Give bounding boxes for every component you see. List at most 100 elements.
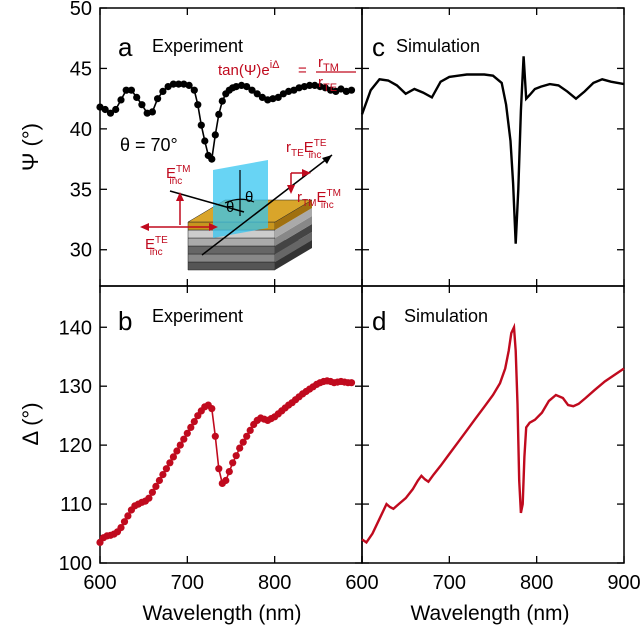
series-line [99, 380, 352, 543]
r-tm-arrow [287, 185, 295, 194]
panel-d-frame [361, 285, 625, 564]
y-tick-label: 100 [59, 553, 92, 575]
x-tick-label: 800 [520, 572, 553, 594]
y-tick-label: 40 [70, 119, 92, 141]
formula-den-sub: TE [323, 82, 337, 94]
data-point [194, 101, 202, 109]
data-point [246, 426, 254, 434]
data-point [127, 86, 135, 94]
panel-a-title: Experiment [152, 36, 243, 56]
r-te-sub2: inc [309, 150, 322, 161]
data-point [159, 471, 167, 479]
e-te-label: E [145, 236, 155, 253]
data-point [138, 101, 146, 109]
data-point [124, 512, 132, 520]
e-te-sup: TE [155, 235, 168, 246]
data-point [218, 97, 226, 105]
r-te-e: E [304, 139, 314, 156]
data-point [215, 465, 223, 473]
reflected-ray [201, 154, 333, 256]
y-tick-label: 30 [70, 240, 92, 262]
y-tick-label: 50 [70, 0, 92, 20]
data-point [154, 95, 162, 103]
data-point [243, 432, 251, 440]
data-point [117, 524, 125, 532]
data-point [159, 87, 167, 95]
r-te-label: r [286, 139, 291, 156]
data-point [106, 109, 115, 117]
data-point [145, 494, 153, 502]
svg-text:tan(Ψ)eiΔ: tan(Ψ)eiΔ [218, 59, 280, 79]
e-te-arrow-left [140, 223, 149, 231]
panel-d-marks [361, 322, 625, 545]
r-te-sub: TE [291, 148, 304, 159]
svg-text:rTM: rTM [318, 54, 339, 74]
formula-den: r [318, 74, 323, 91]
e-tm-label: E [166, 165, 176, 182]
r-te-arrow [302, 169, 311, 177]
panel-d-ticks: 600 700 800 900 [345, 286, 641, 594]
data-point [222, 476, 230, 485]
data-point [201, 137, 209, 145]
r-tm-e: E [316, 189, 326, 206]
data-point [180, 435, 188, 443]
data-point [347, 379, 356, 387]
panel-d-letter: d [372, 306, 386, 336]
formula-lhs: tan(Ψ)e [218, 62, 270, 79]
data-point [162, 465, 170, 473]
r-te-sup: TE [314, 138, 327, 149]
panel-b-letter: b [118, 306, 132, 336]
series-line [361, 322, 625, 545]
data-point [173, 447, 181, 455]
x-tick-label: 700 [433, 572, 466, 594]
formula-lhs-sup: iΔ [270, 59, 280, 71]
data-point [347, 86, 356, 94]
data-point [175, 80, 183, 88]
r-tm-sub: TM [302, 198, 316, 209]
data-point [211, 131, 219, 139]
data-point [215, 110, 223, 118]
psi-axis-label: Ψ (°) [18, 123, 43, 171]
data-point [239, 438, 247, 446]
e-tm-arrow [176, 192, 184, 201]
r-tm-sup: TM [326, 188, 340, 199]
data-point [248, 86, 256, 94]
data-point [117, 96, 125, 104]
formula: tan(Ψ)eiΔ = rTM rTE [218, 54, 356, 94]
delta-axis-label: Δ (°) [18, 402, 43, 445]
y-tick-label: 120 [59, 435, 92, 457]
e-tm-sub: inc [169, 176, 182, 187]
incident-ray [169, 190, 245, 213]
y-tick-label: 35 [70, 179, 92, 201]
data-point [208, 155, 216, 163]
formula-num-sub: TM [323, 62, 339, 74]
panel-c-title: Simulation [396, 36, 480, 56]
panel-b-title: Experiment [152, 306, 243, 326]
data-point [208, 405, 216, 413]
data-point [211, 432, 219, 440]
x-tick-label: 700 [171, 572, 204, 594]
panel-c-ticks [361, 7, 625, 286]
data-point [169, 80, 177, 88]
data-point [148, 108, 156, 116]
data-point [187, 423, 195, 431]
data-point [229, 459, 237, 467]
data-point [183, 429, 191, 437]
formula-eq: = [298, 62, 307, 79]
x-tick-label: 600 [345, 572, 378, 594]
r-tm-label: r [297, 189, 302, 206]
angle-annotation: θ = 70° [120, 135, 178, 155]
panel-d: 600 700 800 900 d Simulation [345, 285, 641, 594]
data-point [243, 83, 251, 91]
panel-b: 100 110 120 130 140 600 700 800 b Experiment [59, 285, 363, 594]
data-point [190, 418, 198, 426]
formula-num: r [318, 54, 323, 71]
data-point [236, 444, 244, 452]
data-point [112, 105, 120, 114]
e-te-arrow-right [209, 223, 218, 231]
y-tick-label: 130 [59, 376, 92, 398]
data-point [120, 518, 129, 526]
svg-text:rTE: rTE [318, 74, 337, 94]
